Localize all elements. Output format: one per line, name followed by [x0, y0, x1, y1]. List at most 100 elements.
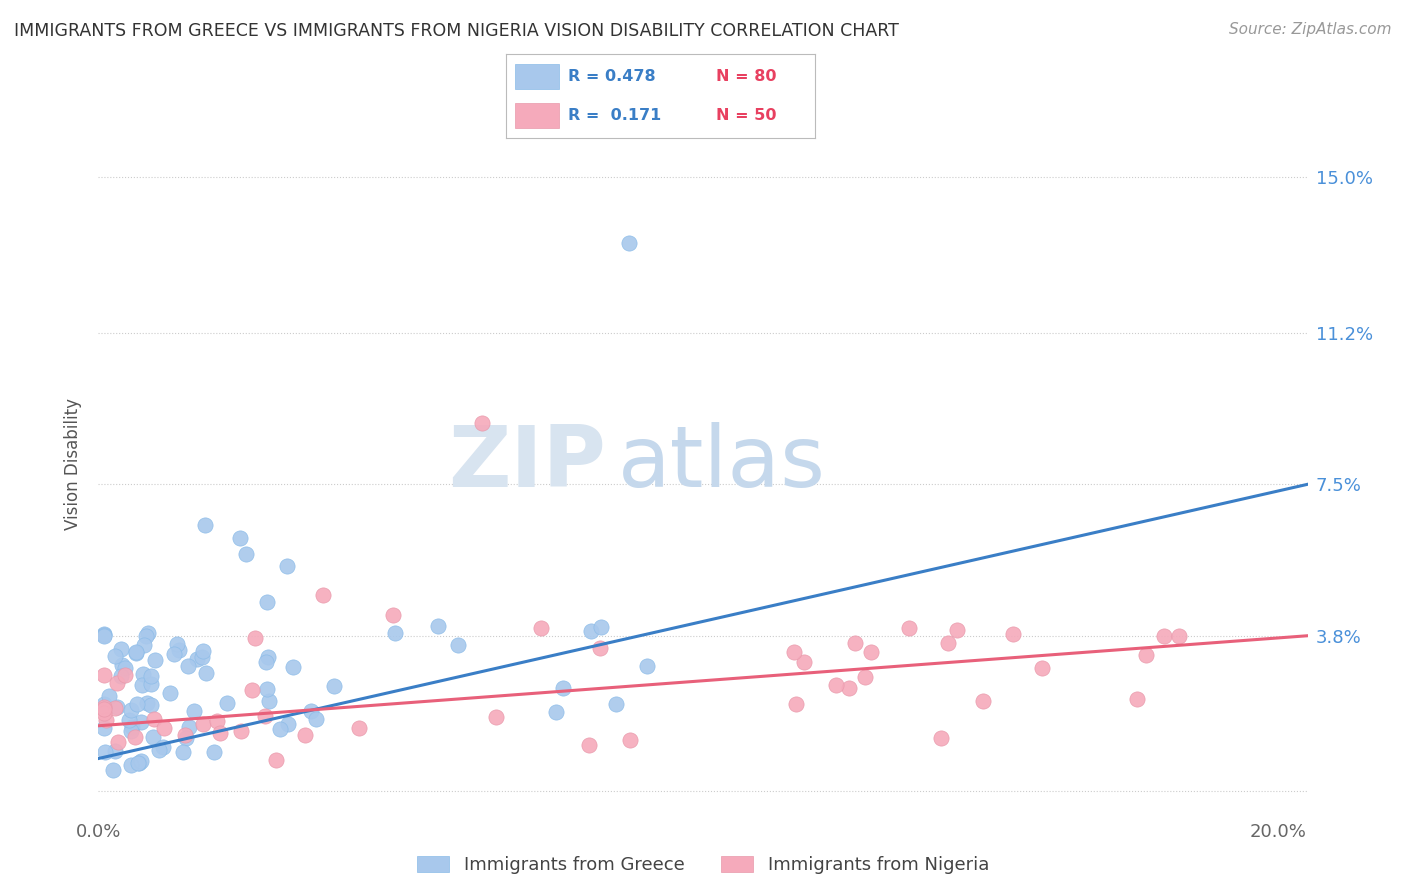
Point: [139, 677, 162, 691]
Point: [929, 731, 952, 745]
Point: [191, 644, 214, 658]
Point: [128, 756, 150, 771]
Point: [194, 665, 217, 680]
Point: [129, 754, 152, 768]
Point: [166, 637, 188, 651]
Point: [110, 642, 132, 657]
Legend: Immigrants from Greece, Immigrants from Nigeria: Immigrants from Greece, Immigrants from …: [409, 848, 997, 881]
Point: [167, 643, 190, 657]
Point: [94, 746, 117, 760]
Point: [242, 683, 264, 698]
Point: [124, 730, 146, 744]
Point: [294, 729, 316, 743]
Text: IMMIGRANTS FROM GREECE VS IMMIGRANTS FROM NIGERIA VISION DISABILITY CORRELATION : IMMIGRANTS FROM GREECE VS IMMIGRANTS FRO…: [14, 22, 898, 40]
Point: [131, 678, 153, 692]
Point: [1167, 628, 1189, 642]
Point: [104, 744, 127, 758]
Point: [972, 694, 994, 708]
Point: [134, 638, 156, 652]
Point: [127, 698, 149, 712]
Point: [530, 621, 553, 635]
Text: Source: ZipAtlas.com: Source: ZipAtlas.com: [1229, 22, 1392, 37]
Point: [148, 742, 170, 756]
Point: [384, 625, 406, 640]
Point: [485, 710, 508, 724]
Point: [824, 678, 846, 692]
Point: [257, 694, 280, 708]
Point: [114, 661, 136, 675]
Y-axis label: Vision Disability: Vision Disability: [65, 398, 83, 530]
Point: [110, 669, 132, 683]
Point: [125, 646, 148, 660]
Point: [636, 658, 658, 673]
Point: [281, 660, 304, 674]
Point: [276, 559, 298, 574]
Text: atlas: atlas: [619, 422, 827, 506]
Text: R = 0.478: R = 0.478: [568, 69, 655, 84]
Point: [844, 636, 866, 650]
Point: [105, 675, 128, 690]
Point: [785, 697, 807, 711]
Point: [93, 629, 115, 643]
Point: [229, 531, 252, 545]
Point: [114, 668, 136, 682]
Point: [783, 645, 806, 659]
Bar: [516, 63, 558, 89]
Point: [257, 649, 280, 664]
Point: [229, 724, 252, 739]
Point: [277, 717, 299, 731]
Point: [163, 648, 186, 662]
Point: [551, 681, 574, 696]
Point: [121, 720, 143, 734]
Point: [427, 619, 450, 633]
Point: [1002, 627, 1025, 641]
Point: [1126, 692, 1149, 706]
Point: [174, 731, 197, 745]
Point: [349, 722, 371, 736]
Text: ZIP: ZIP: [449, 422, 606, 506]
Point: [153, 721, 176, 735]
Point: [120, 758, 142, 772]
Point: [139, 669, 162, 683]
Point: [605, 697, 627, 711]
Point: [129, 714, 152, 729]
Point: [159, 686, 181, 700]
Point: [589, 620, 612, 634]
Bar: [516, 103, 558, 128]
Point: [127, 756, 149, 770]
Point: [838, 681, 860, 695]
Point: [254, 655, 277, 669]
Point: [194, 518, 217, 533]
Point: [93, 698, 115, 712]
Point: [299, 704, 322, 718]
Point: [177, 659, 200, 673]
Point: [243, 631, 266, 645]
Point: [578, 738, 600, 752]
Point: [544, 706, 567, 720]
Point: [256, 595, 278, 609]
Point: [1135, 648, 1157, 662]
Point: [142, 712, 165, 726]
Point: [256, 682, 278, 697]
Point: [143, 653, 166, 667]
Point: [97, 689, 120, 703]
Point: [202, 745, 225, 759]
Point: [94, 713, 117, 727]
Point: [793, 655, 815, 669]
Point: [946, 623, 969, 637]
Point: [132, 667, 155, 681]
Point: [107, 734, 129, 748]
Point: [105, 699, 128, 714]
Point: [93, 706, 115, 721]
Point: [120, 702, 142, 716]
Text: R =  0.171: R = 0.171: [568, 108, 661, 123]
Point: [111, 657, 134, 672]
Point: [305, 712, 328, 726]
Point: [174, 728, 197, 742]
Point: [142, 730, 165, 744]
Point: [118, 713, 141, 727]
Point: [253, 709, 276, 723]
Point: [619, 235, 641, 250]
Point: [93, 627, 115, 641]
Point: [125, 645, 148, 659]
